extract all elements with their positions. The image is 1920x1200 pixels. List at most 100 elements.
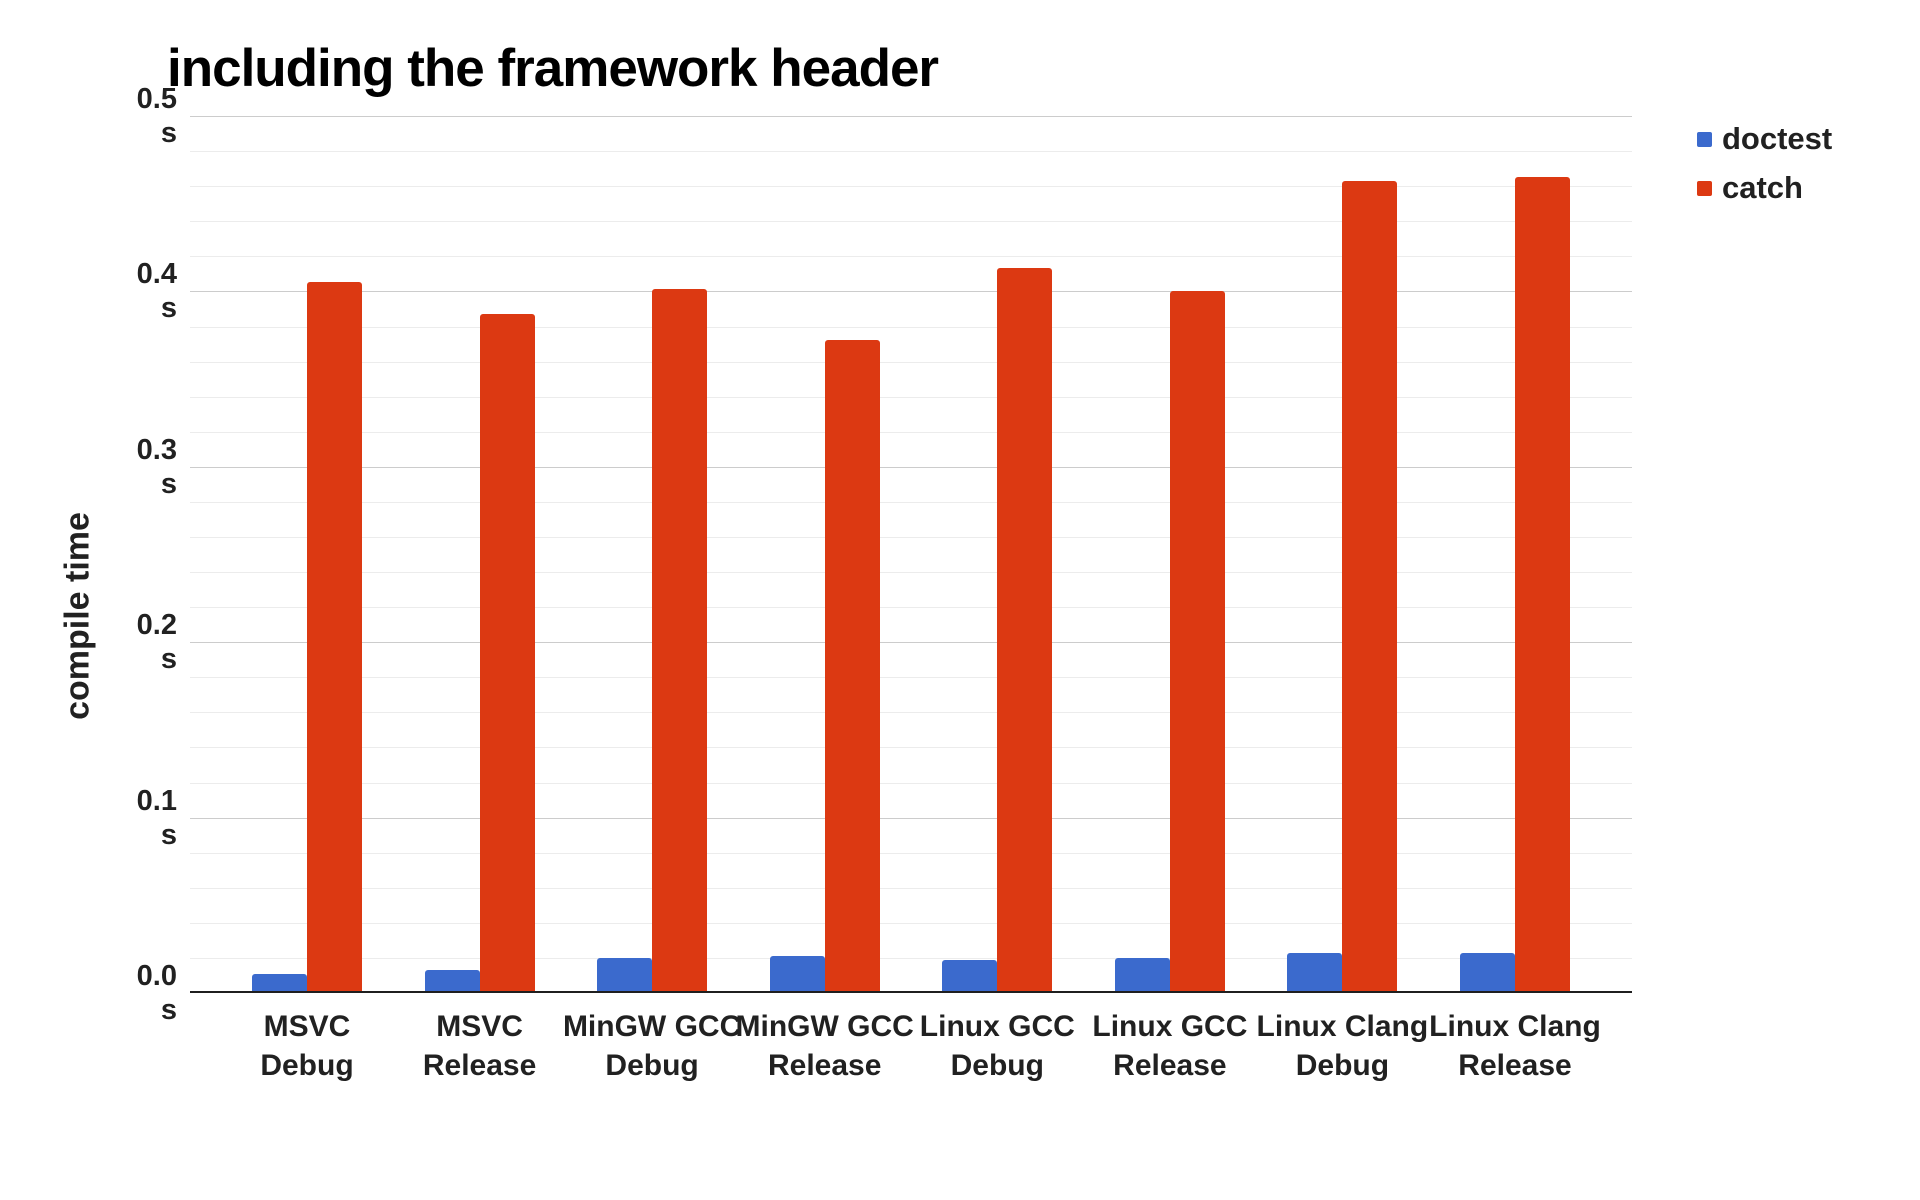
bar-group-linux-clang-release (1459, 116, 1570, 991)
minor-gridline-0.06 (190, 887, 1632, 889)
x-axis-category-labels: MSVC Debug MSVC Release MinGW GCC Debug MinGW … (190, 1007, 1632, 1097)
legend-swatch-catch (1697, 180, 1712, 196)
minor-gridline-0.28 (190, 501, 1632, 503)
bar-group-linux-clang-debug (1287, 116, 1398, 991)
minor-gridline-0.08 (190, 852, 1632, 854)
bar-catch-linux-clang-release (1514, 177, 1570, 991)
bar-doctest-linux-gcc-debug (942, 959, 998, 991)
y-tick-label-0.5: 0.5 s (40, 82, 177, 150)
minor-gridline-0.26 (190, 537, 1632, 538)
x-label-linux-gcc-debug: Linux GCC Debug (882, 1007, 1112, 1085)
x-label-msvc-release: MSVC Release (365, 1007, 595, 1085)
x-label-line1: Linux Clang (1429, 1010, 1601, 1043)
minor-gridline-0.38 (190, 326, 1632, 328)
y-tick-label-0.4: 0.4 s (40, 257, 177, 325)
bar-group-linux-gcc-debug (942, 116, 1053, 991)
y-axis-tick-labels: 0.0 s 0.1 s 0.2 s 0.3 s 0.4 s 0.5 s (40, 0, 177, 1200)
x-label-line1: Linux GCC (1092, 1010, 1248, 1043)
y-tick-label-0.2: 0.2 s (40, 608, 177, 676)
minor-gridline-0.46 (190, 186, 1632, 188)
bar-doctest-mingw-gcc-debug (597, 957, 653, 991)
x-label-line2: Release (1458, 1049, 1572, 1082)
minor-gridline-0.32 (190, 431, 1632, 433)
x-label-line1: MSVC (436, 1010, 523, 1043)
x-label-linux-gcc-release: Linux GCC Release (1055, 1007, 1285, 1085)
bar-catch-linux-gcc-release (1169, 291, 1225, 991)
minor-gridline-0.42 (190, 256, 1632, 258)
x-label-line2: Debug (260, 1049, 354, 1082)
x-label-line2: Release (767, 1049, 882, 1082)
legend-swatch-doctest (1697, 131, 1712, 147)
legend-label-catch: catch (1722, 170, 1803, 205)
x-label-line2: Debug (1295, 1049, 1390, 1082)
bar-groups (190, 116, 1632, 991)
bar-group-mingw-gcc-release (769, 116, 880, 991)
x-label-line1: MinGW GCC (735, 1010, 914, 1043)
major-gridline-0.40 (190, 291, 1632, 293)
plot-area (190, 116, 1632, 993)
y-tick-value: 0.4 (136, 258, 177, 291)
minor-gridline-0.12 (190, 782, 1632, 784)
bar-doctest-mingw-gcc-release (769, 956, 825, 991)
y-tick-label-0.3: 0.3 s (40, 433, 177, 501)
minor-gridline-0.36 (190, 361, 1632, 363)
x-label-linux-clang-release: Linux Clang Release (1400, 1007, 1630, 1085)
minor-gridline-0.34 (190, 396, 1632, 398)
bar-catch-msvc-release (479, 313, 535, 991)
minor-gridline-0.22 (190, 607, 1632, 609)
y-tick-value: 0.1 (136, 784, 177, 817)
bar-catch-linux-gcc-debug (997, 268, 1053, 991)
y-tick-unit: s (160, 994, 177, 1026)
x-label-mingw-gcc-release: MinGW GCC Release (710, 1007, 940, 1085)
bar-group-linux-gcc-release (1114, 116, 1225, 991)
chart-title: including the framework header (167, 39, 939, 98)
bar-doctest-msvc-release (424, 970, 480, 991)
major-gridline-0.30 (190, 466, 1632, 468)
y-tick-unit: s (160, 643, 177, 676)
bar-doctest-msvc-debug (252, 973, 307, 991)
bar-catch-msvc-debug (307, 282, 362, 991)
bar-catch-linux-clang-debug (1342, 180, 1398, 991)
y-tick-value: 0.5 (136, 83, 177, 115)
y-tick-value: 0.2 (136, 609, 177, 642)
minor-gridline-0.04 (190, 922, 1632, 924)
minor-gridline-0.44 (190, 221, 1632, 223)
y-tick-value: 0.3 (136, 433, 177, 466)
gridlines (190, 116, 1632, 991)
bar-catch-mingw-gcc-release (824, 340, 880, 991)
y-tick-unit: s (160, 292, 177, 325)
y-tick-unit: s (160, 117, 177, 149)
x-label-mingw-gcc-debug: MinGW GCC Debug (537, 1007, 767, 1085)
x-label-line1: Linux Clang (1256, 1010, 1429, 1043)
major-gridline-0.50 (190, 116, 1632, 117)
x-label-line1: MinGW GCC (562, 1010, 742, 1043)
bar-group-msvc-release (424, 116, 535, 991)
minor-gridline-0.14 (190, 747, 1632, 749)
legend: doctest catch (1697, 120, 1832, 218)
x-label-line2: Debug (950, 1049, 1044, 1082)
bar-doctest-linux-clang-debug (1287, 952, 1343, 991)
x-label-line1: MSVC (263, 1010, 351, 1043)
bar-doctest-linux-gcc-release (1114, 957, 1170, 991)
bar-doctest-linux-clang-release (1459, 952, 1515, 991)
bar-group-msvc-debug (252, 116, 362, 991)
y-tick-label-0.1: 0.1 s (40, 784, 177, 852)
y-tick-value: 0.0 (136, 960, 177, 992)
minor-gridline-0.24 (190, 572, 1632, 573)
bar-group-mingw-gcc-debug (597, 116, 708, 991)
legend-label-doctest: doctest (1722, 121, 1833, 156)
x-label-line2: Release (422, 1049, 537, 1082)
x-label-line1: Linux GCC (919, 1010, 1075, 1043)
legend-item-catch: catch (1697, 169, 1832, 207)
bar-catch-mingw-gcc-debug (652, 289, 708, 991)
y-tick-unit: s (160, 818, 177, 851)
x-label-line2: Debug (605, 1049, 699, 1082)
minor-gridline-0.02 (190, 957, 1632, 959)
y-tick-label-0.0: 0.0 s (40, 959, 177, 1027)
x-label-msvc-debug: MSVC Debug (192, 1007, 422, 1085)
minor-gridline-0.16 (190, 712, 1632, 714)
legend-item-doctest: doctest (1697, 120, 1832, 158)
x-label-line2: Release (1113, 1049, 1227, 1082)
y-tick-unit: s (160, 467, 177, 500)
